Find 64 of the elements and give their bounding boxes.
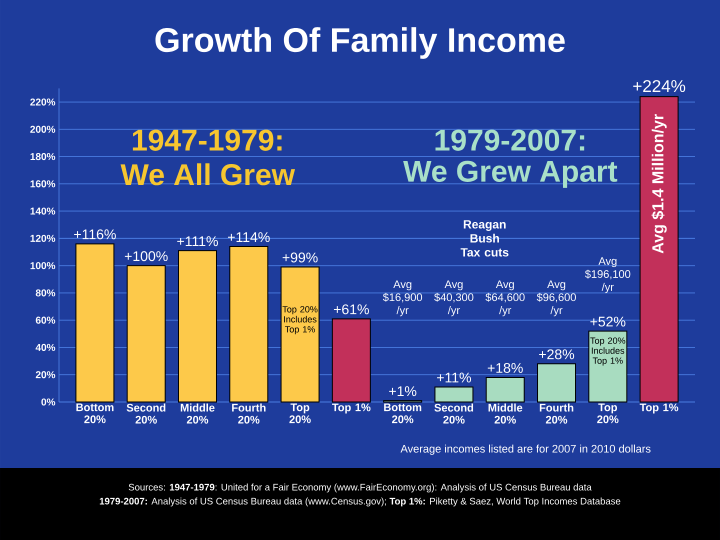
y-tick-label: 120% — [30, 234, 56, 242]
annotation: Reagan Bush Tax cuts — [460, 220, 508, 257]
x-tick-label: Fourth 20% — [232, 404, 266, 424]
y-tick-label: 140% — [30, 208, 56, 215]
x-tick-label: Middle 20% — [180, 404, 215, 424]
bar — [640, 96, 679, 402]
x-tick-label: Top 20% — [289, 404, 311, 424]
y-tick-label: 220% — [30, 98, 56, 106]
data-label: +61% — [334, 304, 369, 314]
data-label: +100% — [124, 251, 168, 262]
x-tick-label: Bottom 20% — [384, 404, 422, 424]
annotation: Avg $196,100 /yr — [584, 257, 630, 294]
data-label: +11% — [437, 372, 472, 382]
data-label: +52% — [590, 316, 626, 327]
bar — [229, 246, 268, 402]
y-tick-label: 0% — [41, 398, 56, 406]
x-tick-label: Top 1% — [332, 404, 371, 414]
text: 1979-2007: Analysis of US Census Bureau data (www.Census.gov); Top 1%: Piketty & Saez, World Top Incomes Database — [100, 498, 620, 506]
data-label: +224% — [633, 80, 686, 92]
data-label: +1% — [389, 386, 416, 396]
y-tick-label: 20% — [36, 371, 56, 378]
annotation: Avg $64,600 /yr — [485, 280, 525, 316]
bar — [588, 330, 628, 402]
annotation: We Grew Apart — [403, 160, 618, 188]
source-note: Sources: 1947-1979: United for a Fair Economy (www.FairEconomy.org): Analysis of US Census Bureau data — [128, 484, 592, 492]
annotation: 1979-2007: — [436, 130, 584, 151]
bar — [332, 318, 371, 402]
bar — [178, 250, 217, 402]
bar — [75, 243, 114, 402]
bar — [537, 363, 576, 402]
x-tick-label: Middle 20% — [488, 404, 522, 424]
x-tick-label: Bottom 20% — [76, 404, 114, 424]
bar — [280, 266, 320, 402]
x-tick-label: Second 20% — [126, 404, 166, 424]
x-tick-label: Second 20% — [434, 404, 474, 424]
annotation: Avg $1.4 Million/yr — [651, 114, 667, 254]
data-label: +111% — [177, 236, 218, 246]
chart-title: Growth Of Family Income — [155, 27, 565, 59]
x-tick-label: Fourth 20% — [540, 404, 574, 424]
y-tick-label: 100% — [30, 262, 56, 270]
bar — [126, 265, 166, 402]
data-label: +116% — [74, 229, 116, 240]
y-tick-label: 200% — [30, 126, 56, 133]
annotation: Avg $96,600 /yr — [536, 280, 576, 316]
y-tick-label: 160% — [30, 180, 56, 188]
annotation: Avg $16,900 /yr — [382, 280, 422, 316]
y-tick-label: 40% — [36, 344, 56, 351]
annotation: 1947-1979: — [132, 130, 282, 151]
bar — [434, 386, 474, 402]
data-label: +99% — [282, 252, 318, 262]
annotation: Top 20% Includes Top 1% — [282, 306, 318, 334]
annotation: Top 20% Includes Top 1% — [590, 337, 626, 366]
text: Average incomes listed are for 2007 in 2010 dollars — [400, 444, 651, 455]
y-tick-label: 60% — [36, 316, 56, 324]
data-label: +114% — [228, 232, 270, 242]
annotation: We All Grew — [120, 163, 296, 186]
data-label: +18% — [488, 362, 523, 373]
annotation: Avg $40,300 /yr — [434, 280, 474, 316]
bar — [486, 376, 525, 402]
y-tick-label: 180% — [30, 153, 56, 160]
x-tick-label: Top 1% — [640, 404, 678, 414]
x-tick-label: Top 20% — [597, 404, 619, 424]
data-label: +28% — [539, 349, 574, 360]
y-tick-label: 80% — [36, 289, 56, 296]
